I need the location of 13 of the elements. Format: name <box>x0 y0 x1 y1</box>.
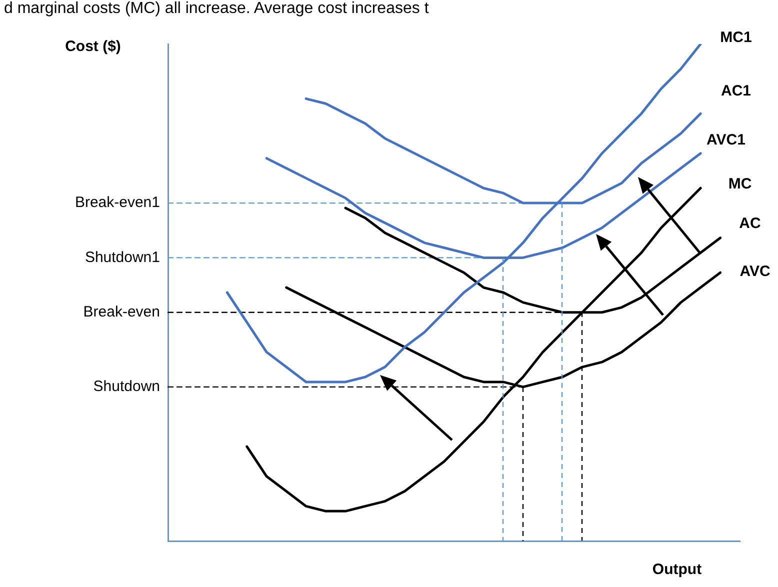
series-label: Break-even1 <box>74 194 160 212</box>
y-axis-title: Cost ($) <box>65 38 121 56</box>
x-axis-title: Output <box>652 561 702 578</box>
series-label: AC <box>739 214 761 232</box>
series-label: AC1 <box>720 82 752 100</box>
chart-title: d marginal costs (MC) all increase. Average cost increases t <box>4 0 429 18</box>
series-label: MC1 <box>720 29 752 46</box>
series-label: Shutdown <box>93 378 160 396</box>
series-label: Shutdown1 <box>84 248 160 266</box>
series-label: AVC <box>740 262 770 280</box>
series-label: AVC1 <box>706 131 746 148</box>
series-label: Break-even <box>83 304 160 321</box>
series-label: MC <box>728 175 752 192</box>
